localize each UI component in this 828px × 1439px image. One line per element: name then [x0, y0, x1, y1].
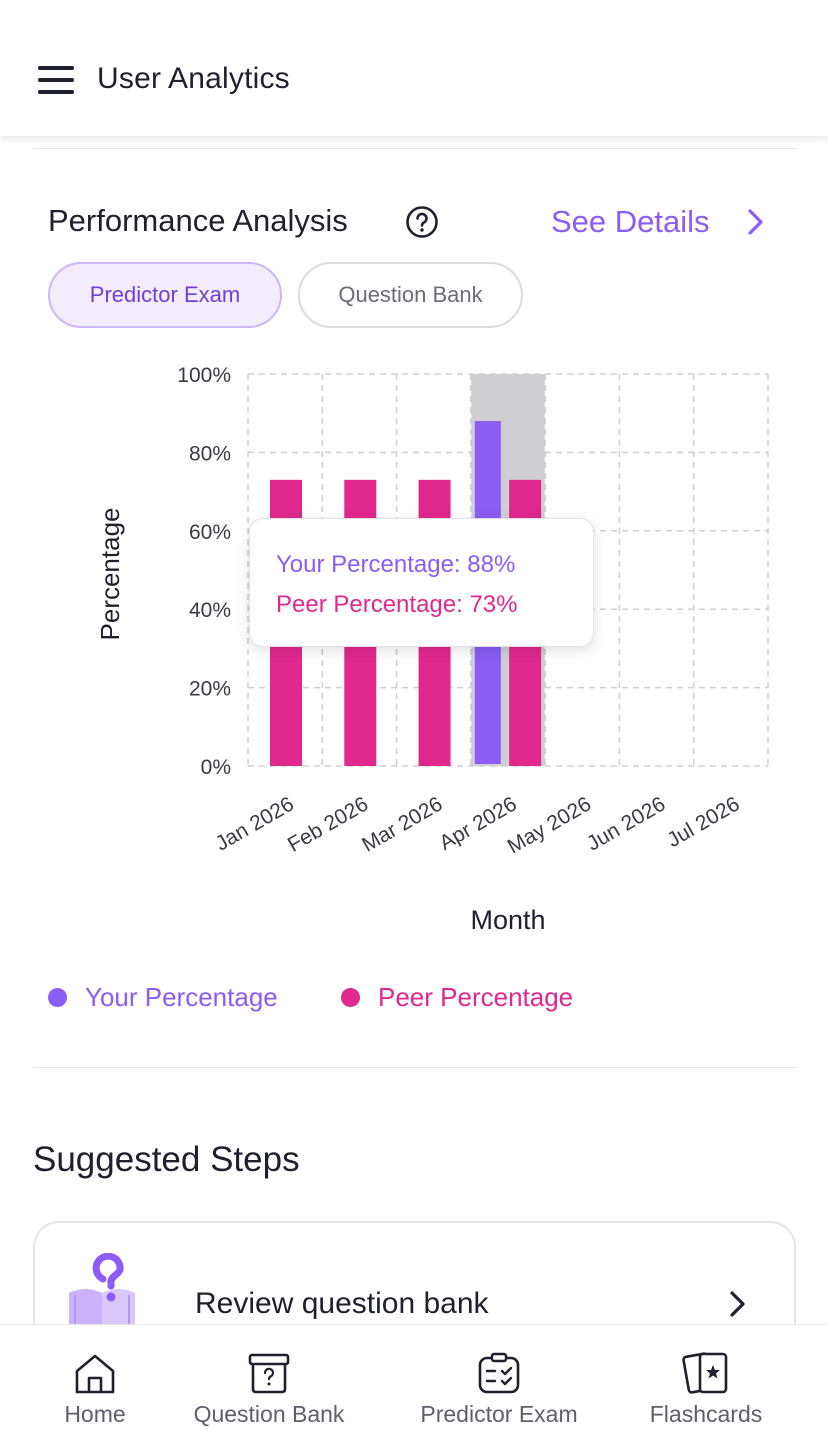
flashcards-icon — [682, 1352, 728, 1394]
nav-item-home[interactable]: Home — [40, 1325, 150, 1439]
y-tick-label: 100% — [177, 364, 231, 387]
chart-tooltip: Your Percentage: 88% Peer Percentage: 73… — [249, 518, 594, 647]
x-tick-label: Jul 2026 — [663, 792, 743, 852]
legend-your-percentage[interactable]: Your Percentage — [48, 982, 278, 1013]
app-header: User Analytics — [0, 0, 828, 136]
nav-item-predictor-exam[interactable]: Predictor Exam — [402, 1325, 596, 1439]
question-circle-icon[interactable] — [405, 205, 439, 239]
legend-dot-purple — [48, 988, 67, 1007]
question-bank-icon — [248, 1353, 290, 1394]
x-axis-title: Month — [470, 905, 546, 935]
x-tick-label: Mar 2026 — [358, 792, 446, 856]
x-tick-label: Jan 2026 — [212, 792, 298, 855]
page-title: User Analytics — [97, 62, 290, 95]
hamburger-menu-icon[interactable] — [38, 64, 74, 96]
x-tick-label: Feb 2026 — [284, 792, 372, 856]
y-tick-label: 60% — [189, 521, 231, 544]
y-tick-label: 0% — [201, 756, 231, 779]
question-book-icon — [69, 1253, 135, 1333]
section-divider — [33, 1067, 796, 1068]
legend-label: Your Percentage — [85, 982, 278, 1012]
section-divider — [33, 148, 796, 149]
nav-label: Predictor Exam — [420, 1401, 578, 1427]
legend-dot-pink — [341, 988, 360, 1007]
y-tick-label: 20% — [189, 678, 231, 701]
chevron-right-icon — [730, 1291, 745, 1317]
x-tick-label: Jun 2026 — [583, 792, 669, 855]
nav-item-flashcards[interactable]: Flashcards — [636, 1325, 776, 1439]
nav-label: Home — [64, 1401, 126, 1427]
home-icon — [75, 1354, 115, 1394]
legend-label: Peer Percentage — [378, 982, 574, 1012]
tooltip-your-percentage: Your Percentage: 88% — [276, 551, 516, 578]
tab-predictor-exam[interactable]: Predictor Exam — [48, 262, 282, 328]
y-axis-title: Percentage — [94, 507, 125, 641]
nav-label: Flashcards — [649, 1401, 763, 1427]
bottom-navigation: Home Question Bank Predictor Exam Flashc… — [0, 1324, 828, 1439]
chevron-right-icon[interactable] — [744, 207, 768, 237]
predictor-exam-icon — [478, 1352, 520, 1394]
x-tick-label: May 2026 — [504, 792, 595, 858]
y-tick-label: 80% — [189, 442, 231, 465]
nav-label: Question Bank — [193, 1401, 345, 1427]
nav-item-question-bank[interactable]: Question Bank — [176, 1325, 362, 1439]
performance-title: Performance Analysis — [48, 203, 348, 238]
step-label: Review question bank — [195, 1287, 489, 1320]
legend-peer-percentage[interactable]: Peer Percentage — [341, 982, 573, 1013]
tooltip-peer-percentage: Peer Percentage: 73% — [276, 591, 518, 618]
see-details-link[interactable]: See Details — [551, 204, 710, 239]
tab-question-bank[interactable]: Question Bank — [298, 262, 523, 328]
y-tick-label: 40% — [189, 599, 231, 622]
suggested-steps-title: Suggested Steps — [33, 1140, 300, 1179]
